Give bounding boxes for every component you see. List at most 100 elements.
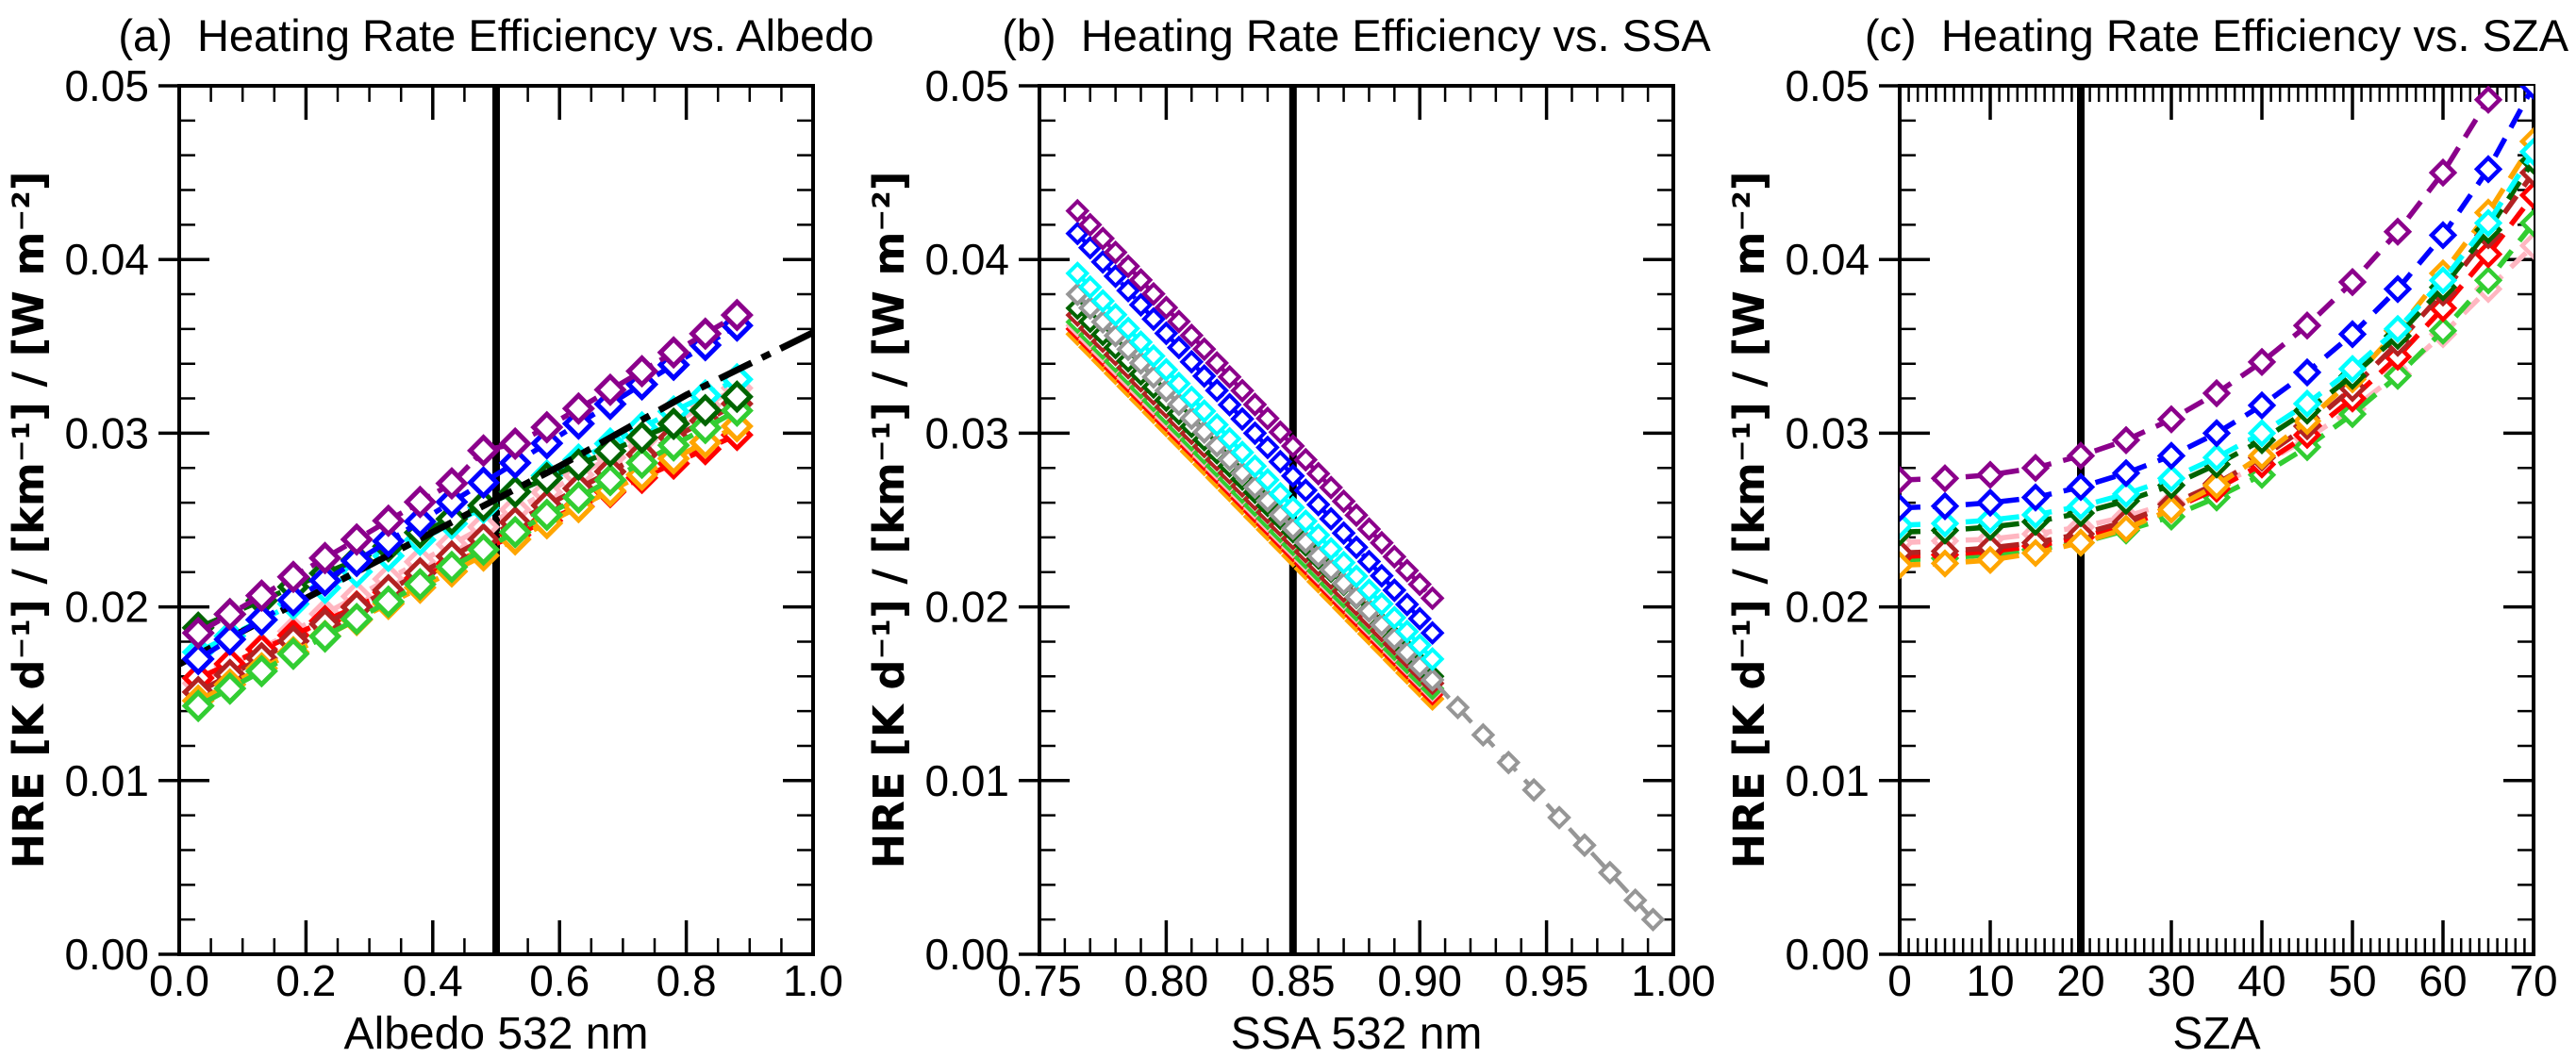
series-cyan-marker bbox=[1116, 316, 1140, 341]
series-gray-marker bbox=[1445, 695, 1471, 720]
series-gray-marker bbox=[1496, 750, 1521, 775]
series-blue-marker bbox=[1394, 592, 1420, 617]
series-cyan-marker bbox=[1280, 495, 1305, 521]
series-blue-marker bbox=[1319, 506, 1343, 532]
series-blue-marker bbox=[1116, 278, 1140, 304]
panel-b-frame bbox=[1038, 84, 1675, 956]
panel-c-xlabel: SZA bbox=[2172, 1009, 2260, 1058]
series-gray-marker bbox=[1597, 860, 1622, 885]
series-cyan-marker bbox=[1268, 481, 1293, 506]
y-tick-label: 0.05 bbox=[924, 61, 1009, 110]
series-green-marker bbox=[340, 602, 374, 636]
series-green-marker bbox=[244, 654, 278, 688]
series-purple-marker bbox=[625, 355, 659, 388]
series-green-marker bbox=[2518, 208, 2534, 238]
series-purple-marker bbox=[1154, 295, 1179, 321]
series-blue-marker bbox=[244, 603, 278, 636]
y-tick-label: 0.04 bbox=[1785, 235, 1870, 284]
series-blue-marker bbox=[340, 544, 374, 578]
series-purple-marker bbox=[1394, 558, 1420, 583]
series-purple-marker bbox=[1191, 337, 1217, 362]
series-green-marker bbox=[561, 481, 595, 515]
series-purple-marker bbox=[2428, 157, 2458, 188]
series-cyan-marker bbox=[1090, 289, 1116, 314]
x-tick-label: 0.4 bbox=[403, 956, 463, 1005]
series-blue-marker bbox=[403, 504, 437, 538]
series-cyan-marker bbox=[2247, 419, 2277, 448]
series-purple-marker bbox=[2337, 267, 2368, 297]
series-purple-marker bbox=[2292, 311, 2322, 340]
series-dark-green-marker bbox=[720, 380, 754, 414]
series-green-marker bbox=[372, 585, 406, 619]
series-green-marker bbox=[2337, 399, 2368, 429]
series-cyan-marker bbox=[1128, 330, 1154, 355]
x-tick-label: 0.95 bbox=[1504, 956, 1589, 1005]
series-blue-marker bbox=[372, 524, 406, 558]
series-purple-marker bbox=[1356, 517, 1382, 541]
series-cyan-marker bbox=[1331, 550, 1356, 575]
series-cyan-marker bbox=[1900, 510, 1915, 540]
series-purple-marker bbox=[276, 560, 310, 594]
series-purple-marker bbox=[1230, 378, 1255, 404]
series-green-line bbox=[1900, 221, 2534, 563]
series-purple-marker bbox=[1167, 309, 1191, 334]
series-orange-marker bbox=[2066, 528, 2096, 557]
series-cyan-marker bbox=[1242, 454, 1268, 479]
series-cyan-marker bbox=[1975, 505, 2005, 535]
series-purple-marker bbox=[2247, 347, 2277, 377]
series-purple-marker bbox=[689, 317, 723, 351]
series-cyan-marker bbox=[1305, 522, 1331, 548]
series-green-marker bbox=[435, 550, 469, 584]
x-tick-label: 1.00 bbox=[1631, 956, 1716, 1005]
series-cyan-marker bbox=[1356, 578, 1382, 603]
x-tick-label: 0.75 bbox=[997, 956, 1082, 1005]
x-tick-label: 50 bbox=[2328, 956, 2376, 1005]
x-tick-label: 0.85 bbox=[1251, 956, 1336, 1005]
series-blue-marker bbox=[1191, 363, 1217, 388]
series-blue-marker bbox=[2337, 320, 2368, 349]
series-blue-marker bbox=[1382, 578, 1407, 603]
series-green-marker bbox=[530, 498, 564, 532]
x-tick-label: 0.80 bbox=[1124, 956, 1209, 1005]
series-gray-marker bbox=[1521, 777, 1546, 802]
series-purple-marker bbox=[2020, 454, 2051, 483]
series-dark-green-marker bbox=[656, 406, 690, 440]
series-cyan-marker bbox=[1103, 302, 1128, 327]
series-cyan-marker bbox=[2428, 266, 2458, 295]
series-blue-marker bbox=[2247, 390, 2277, 421]
series-cyan-marker bbox=[2337, 355, 2368, 384]
series-blue-marker bbox=[1370, 563, 1394, 588]
series-cyan-marker bbox=[2066, 491, 2096, 521]
series-blue-marker bbox=[1268, 449, 1293, 474]
panel-a-ylabel: HRE [K d⁻¹] / [km⁻¹] / [W m⁻²] bbox=[4, 172, 54, 869]
panel-c: 0 10 20 30 40 50 60 70 0.00 0.01 0.02 0.03 0.04 0.05(… bbox=[1724, 10, 2569, 1058]
series-green-marker bbox=[593, 463, 627, 497]
series-blue-marker bbox=[1900, 493, 1915, 522]
series-purple-marker bbox=[1420, 586, 1445, 611]
panel-c-title: (c) Heating Rate Efficiency vs. SZA bbox=[1865, 10, 2569, 60]
series-green-marker bbox=[498, 515, 532, 549]
series-purple-marker bbox=[403, 485, 437, 519]
y-tick-label: 0.05 bbox=[1785, 61, 1870, 110]
series-purple-marker bbox=[1065, 198, 1090, 223]
series-purple-marker bbox=[1930, 464, 1960, 493]
series-blue-marker bbox=[1205, 378, 1229, 403]
series-cyan-marker bbox=[2111, 479, 2141, 509]
series-purple-marker bbox=[308, 541, 342, 575]
series-blue-marker bbox=[1077, 235, 1103, 260]
series-orange-marker bbox=[1975, 545, 2005, 575]
series-purple-marker bbox=[1179, 322, 1205, 348]
series-red-line bbox=[1900, 193, 2534, 559]
series-blue-marker bbox=[1975, 488, 2005, 518]
series-cyan-marker bbox=[1930, 509, 1960, 538]
series-purple-marker bbox=[2156, 405, 2186, 434]
series-cyan-marker bbox=[1077, 274, 1103, 300]
series-blue-marker bbox=[2066, 472, 2096, 502]
panel-b-ylabel: HRE [K d⁻¹] / [km⁻¹] / [W m⁻²] bbox=[864, 172, 914, 869]
series-purple-marker bbox=[1217, 364, 1242, 389]
y-tick-label: 0.05 bbox=[64, 61, 149, 110]
panel-a-xlabel: Albedo 532 nm bbox=[344, 1009, 649, 1058]
panel-c-ylabel: HRE [K d⁻¹] / [km⁻¹] / [W m⁻²] bbox=[1724, 172, 1774, 869]
series-dark-green-marker bbox=[689, 393, 723, 427]
